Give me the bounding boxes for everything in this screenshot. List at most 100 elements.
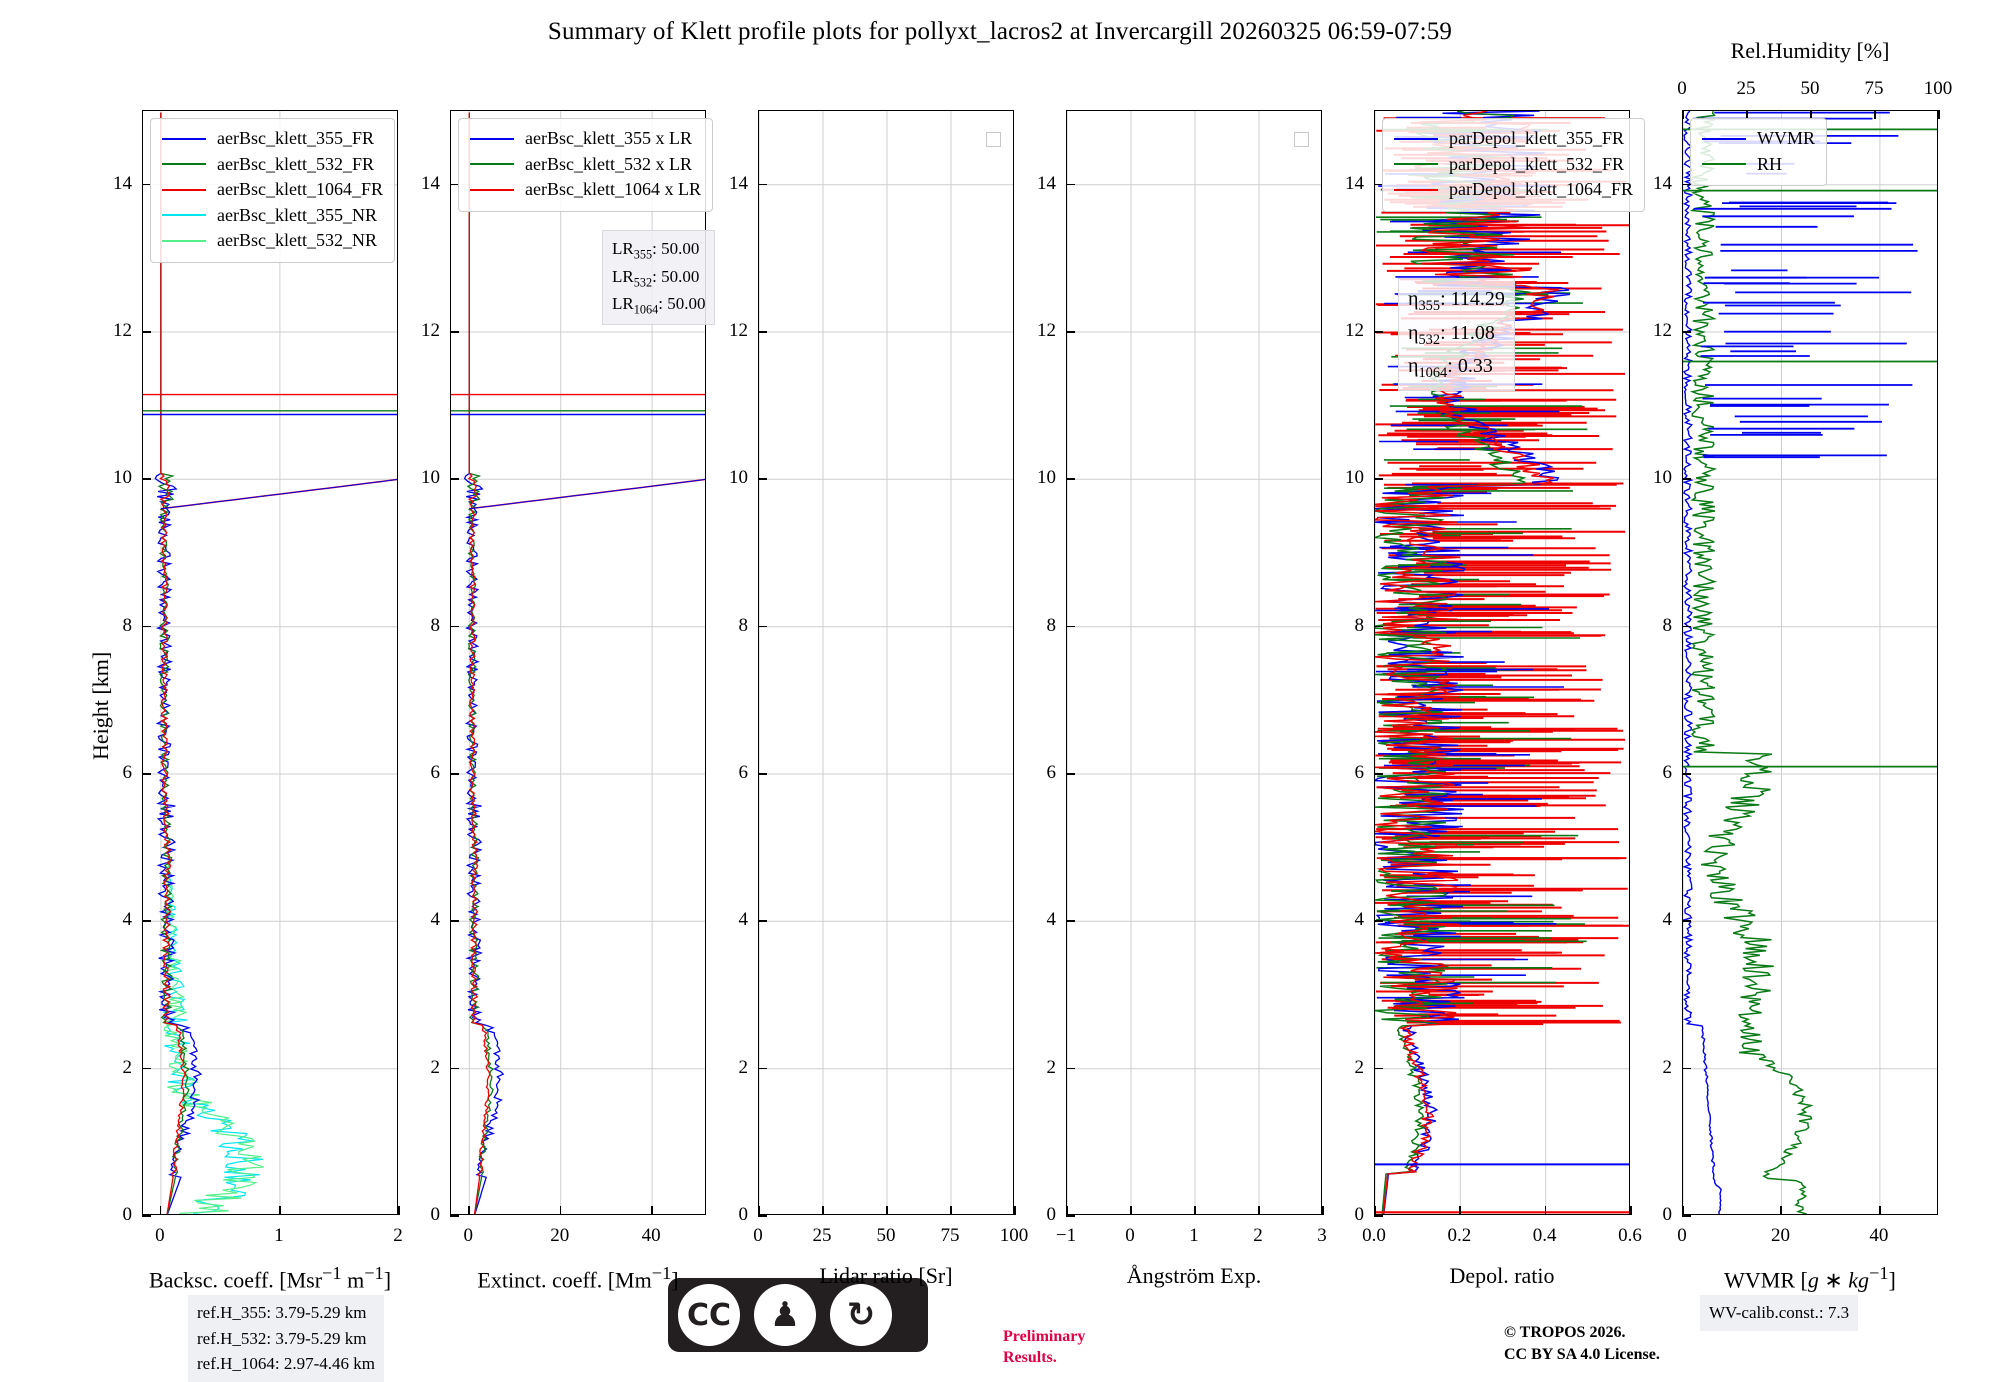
legend-item-extinction-1[interactable]: aerBsc_klett_532 x LR <box>470 152 701 178</box>
y-tick-mark <box>758 1215 767 1217</box>
x-tick-label-angstrom-exponent-1: 0 <box>1125 1225 1135 1246</box>
y-tick-mark <box>1374 1067 1383 1070</box>
y-tick-mark <box>142 773 151 775</box>
y-tick-mark <box>758 773 767 775</box>
y-tick-label-angstrom-exponent-3: 6 <box>1046 762 1057 783</box>
creative-commons-badge: CC ♟ ↻ BY SA <box>668 1278 928 1352</box>
top-tick-label-0: 0 <box>1677 78 1687 99</box>
x-tick-mark <box>278 1206 281 1215</box>
legend-item-backscatter-0[interactable]: aerBsc_klett_355_FR <box>162 126 383 152</box>
x-tick-label-lidar-ratio-3: 75 <box>940 1225 960 1246</box>
legend-item-extinction-0[interactable]: aerBsc_klett_355 x LR <box>470 126 701 152</box>
x-tick-mark <box>758 1206 760 1215</box>
y-tick-label-lidar-ratio-5: 10 <box>729 467 748 489</box>
annotation-sub: 532 <box>1418 331 1441 348</box>
legend-item-depol-ratio-1[interactable]: parDepol_klett_532_FR <box>1394 152 1633 178</box>
copyright-line-1: © TROPOS 2026. <box>1504 1324 1626 1341</box>
share-alike-icon: ↻ <box>830 1284 892 1346</box>
legend-label: parDepol_klett_355_FR <box>1449 128 1624 148</box>
y-tick-label-backscatter-4: 8 <box>122 614 133 636</box>
legend-swatch-icon <box>1394 163 1438 166</box>
legend-label: RH <box>1757 153 1783 174</box>
y-tick-label-depol-ratio-0: 0 <box>1354 1204 1365 1225</box>
annotation-symbol: η <box>1408 355 1419 378</box>
x-tick-mark <box>468 1206 470 1215</box>
legend-backscatter[interactable]: aerBsc_klett_355_FR aerBsc_klett_532_FR … <box>150 118 395 263</box>
y-tick-label-backscatter-1: 2 <box>122 1056 133 1078</box>
legend-item-backscatter-3[interactable]: aerBsc_klett_355_NR <box>162 203 383 229</box>
y-tick-label-depol-ratio-3: 6 <box>1354 762 1365 783</box>
annotation-box-extinction: LR355: 50.00 LR532: 50.00 LR1064: 50.00 <box>602 230 716 326</box>
y-tick-label-wvmr-rh-5: 10 <box>1653 467 1672 489</box>
ref-height-1064: ref.H_1064: 2.97-4.46 km <box>197 1354 376 1373</box>
x-tick-mark <box>950 1206 952 1215</box>
y-tick-mark <box>1066 183 1075 186</box>
legend-depol-ratio[interactable]: parDepol_klett_355_FR parDepol_klett_532… <box>1382 118 1645 212</box>
y-tick-mark <box>1682 1215 1691 1217</box>
x-axis-label-angstrom-exponent: Ångström Exp. <box>1126 1263 1262 1288</box>
legend-item-depol-ratio-0[interactable]: parDepol_klett_355_FR <box>1394 126 1633 152</box>
annotation-symbol: LR <box>612 294 634 314</box>
legend-item-backscatter-4[interactable]: aerBsc_klett_532_NR <box>162 228 383 254</box>
ref-heights-box: ref.H_355: 3.79-5.29 km ref.H_532: 3.79-… <box>188 1295 385 1382</box>
y-tick-label-wvmr-rh-4: 8 <box>1662 614 1673 636</box>
legend-item-depol-ratio-2[interactable]: parDepol_klett_1064_FR <box>1394 177 1633 203</box>
plot-panel-wvmr-rh[interactable] <box>1682 110 1938 1215</box>
legend-item-extinction-2[interactable]: aerBsc_klett_1064 x LR <box>470 177 701 203</box>
y-tick-mark <box>1682 183 1691 186</box>
plot-panel-extinction[interactable] <box>450 110 706 1215</box>
plot-panel-backscatter[interactable] <box>142 110 398 1215</box>
annotation-symbol: LR <box>612 239 634 258</box>
plot-area-backscatter <box>143 111 397 1214</box>
x-axis-label-depol-ratio: Depol. ratio <box>1449 1263 1555 1288</box>
annotation-value: 114.29 <box>1450 288 1505 310</box>
plot-panel-depol-ratio[interactable] <box>1374 110 1630 1215</box>
legend-label: aerBsc_klett_355 x LR <box>525 128 692 148</box>
x-tick-mark <box>1322 1206 1324 1215</box>
annotation-row-extinction-1: LR532: 50.00 <box>612 266 700 290</box>
y-tick-mark <box>450 478 459 480</box>
x-tick-label-depol-ratio-3: 0.6 <box>1618 1225 1642 1246</box>
y-tick-mark <box>1374 331 1383 333</box>
y-tick-mark <box>450 773 459 775</box>
legend-swatch-icon <box>470 188 514 191</box>
preliminary-line-1: Preliminary <box>1003 1328 1086 1345</box>
y-tick-mark <box>1066 478 1075 480</box>
legend-placeholder-lidar-ratio <box>986 132 1001 147</box>
y-tick-label-backscatter-5: 10 <box>113 467 132 489</box>
y-tick-label-lidar-ratio-0: 0 <box>738 1204 749 1225</box>
y-tick-label-wvmr-rh-2: 4 <box>1662 909 1673 931</box>
x-tick-label-extinction-1: 20 <box>550 1225 570 1246</box>
y-tick-mark <box>1682 1067 1691 1070</box>
x-tick-mark <box>886 1206 888 1215</box>
y-tick-mark <box>1374 773 1383 775</box>
legend-item-wvmr-rh-0[interactable]: WVMR <box>1702 126 1815 152</box>
plot-panel-lidar-ratio[interactable] <box>758 110 1014 1215</box>
x-tick-label-depol-ratio-1: 0.2 <box>1447 1225 1472 1246</box>
x-tick-mark <box>1682 1206 1684 1215</box>
y-tick-mark <box>1682 331 1691 333</box>
y-tick-mark <box>1682 478 1691 480</box>
y-tick-mark <box>1682 920 1691 922</box>
legend-item-backscatter-2[interactable]: aerBsc_klett_1064_FR <box>162 177 383 203</box>
annotation-row-extinction-0: LR355: 50.00 <box>612 239 700 262</box>
legend-item-backscatter-1[interactable]: aerBsc_klett_532_FR <box>162 152 383 178</box>
x-tick-mark <box>1878 1206 1881 1215</box>
legend-item-wvmr-rh-1[interactable]: RH <box>1702 152 1815 178</box>
legend-swatch-icon <box>1394 137 1438 140</box>
attribution-person-icon: ♟ <box>754 1284 816 1346</box>
legend-wvmr-rh[interactable]: WVMR RH <box>1690 118 1827 187</box>
ref-height-355: ref.H_355: 3.79-5.29 km <box>197 1303 367 1322</box>
y-tick-label-backscatter-3: 6 <box>122 762 133 783</box>
x-tick-label-lidar-ratio-2: 50 <box>876 1225 896 1246</box>
x-tick-label-extinction-0: 0 <box>463 1225 474 1246</box>
y-tick-label-lidar-ratio-7: 14 <box>729 172 748 194</box>
y-tick-label-lidar-ratio-1: 2 <box>738 1056 749 1078</box>
y-tick-label-extinction-4: 8 <box>430 614 441 636</box>
plot-area-depol-ratio <box>1375 111 1629 1214</box>
legend-extinction[interactable]: aerBsc_klett_355 x LR aerBsc_klett_532 x… <box>458 118 713 212</box>
top-tick-mark <box>1746 110 1748 119</box>
y-tick-label-lidar-ratio-2: 4 <box>738 909 749 931</box>
plot-panel-angstrom-exponent[interactable] <box>1066 110 1322 1215</box>
x-tick-mark <box>1130 1206 1132 1215</box>
